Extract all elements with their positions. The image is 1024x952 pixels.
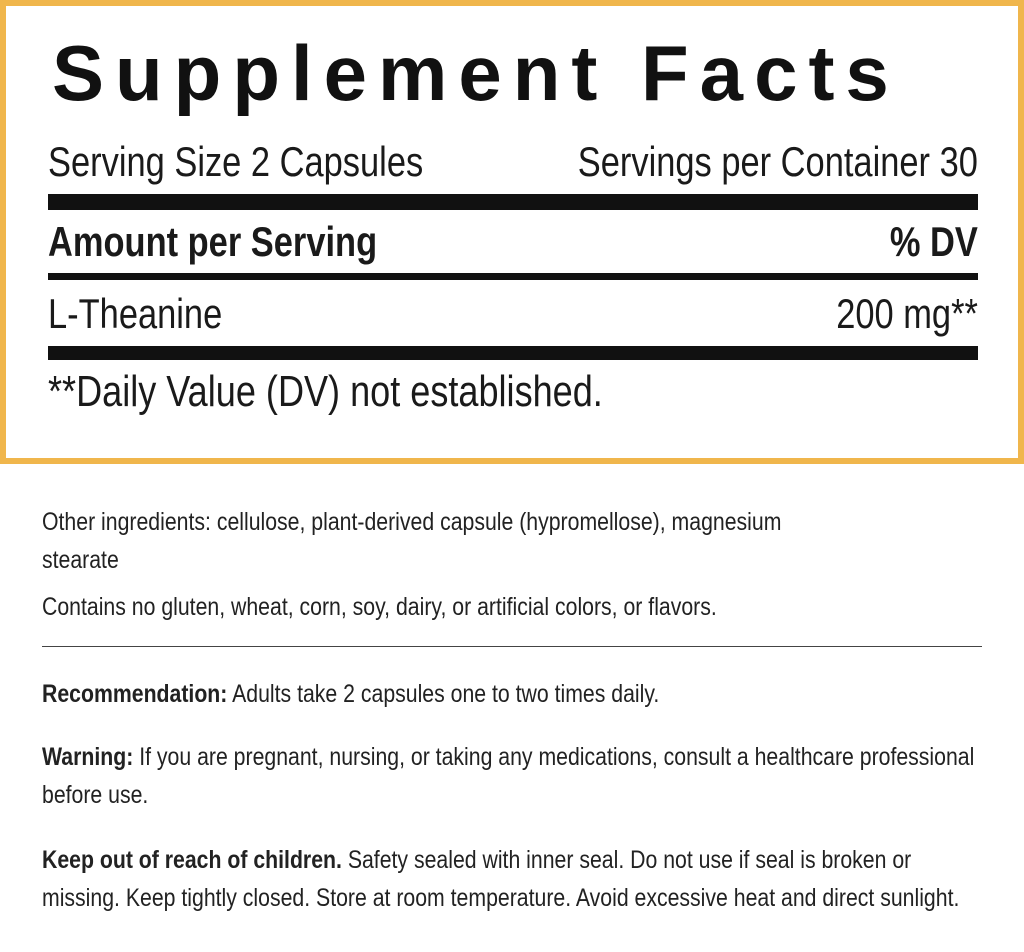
thick-rule <box>48 194 978 210</box>
footnote: **Daily Value (DV) not established. <box>48 367 603 416</box>
storage: Keep out of reach of children. Safety se… <box>42 841 982 917</box>
divider <box>42 646 982 647</box>
nutrient-amount: 200 mg** <box>836 290 978 337</box>
footnote-row: **Daily Value (DV) not established. <box>48 368 978 416</box>
nutrient-row: L-Theanine 200 mg** <box>48 290 978 338</box>
other-ingredients: Other ingredients: cellulose, plant-deri… <box>42 508 782 574</box>
amount-header: Amount per Serving <box>48 218 378 265</box>
section-text: Adults take 2 capsules one to two times … <box>232 680 660 708</box>
section-label: Warning: <box>42 743 134 771</box>
thick-rule <box>48 346 978 360</box>
serving-size: Serving Size 2 Capsules <box>48 138 424 185</box>
warning: Warning: If you are pregnant, nursing, o… <box>42 738 982 814</box>
facts-panel <box>0 0 1024 464</box>
header-row: Amount per Serving % DV <box>48 218 978 266</box>
recommendation: Recommendation: Adults take 2 capsules o… <box>42 675 982 713</box>
nutrient-name: L-Theanine <box>48 290 223 337</box>
allergens: Contains no gluten, wheat, corn, soy, da… <box>42 593 717 621</box>
servings-per-container: Servings per Container 30 <box>577 138 978 185</box>
section-label: Keep out of reach of children. <box>42 846 342 874</box>
thin-rule <box>48 273 978 280</box>
dv-header: % DV <box>889 218 978 265</box>
section-label: Recommendation: <box>42 680 228 708</box>
section-text: Safety sealed with inner seal. Do not us… <box>42 846 960 912</box>
section-text: If you are pregnant, nursing, or taking … <box>42 743 975 809</box>
facts-title: Supplement Facts <box>52 29 900 117</box>
serving-row: Serving Size 2 Capsules Servings per Con… <box>48 138 978 186</box>
